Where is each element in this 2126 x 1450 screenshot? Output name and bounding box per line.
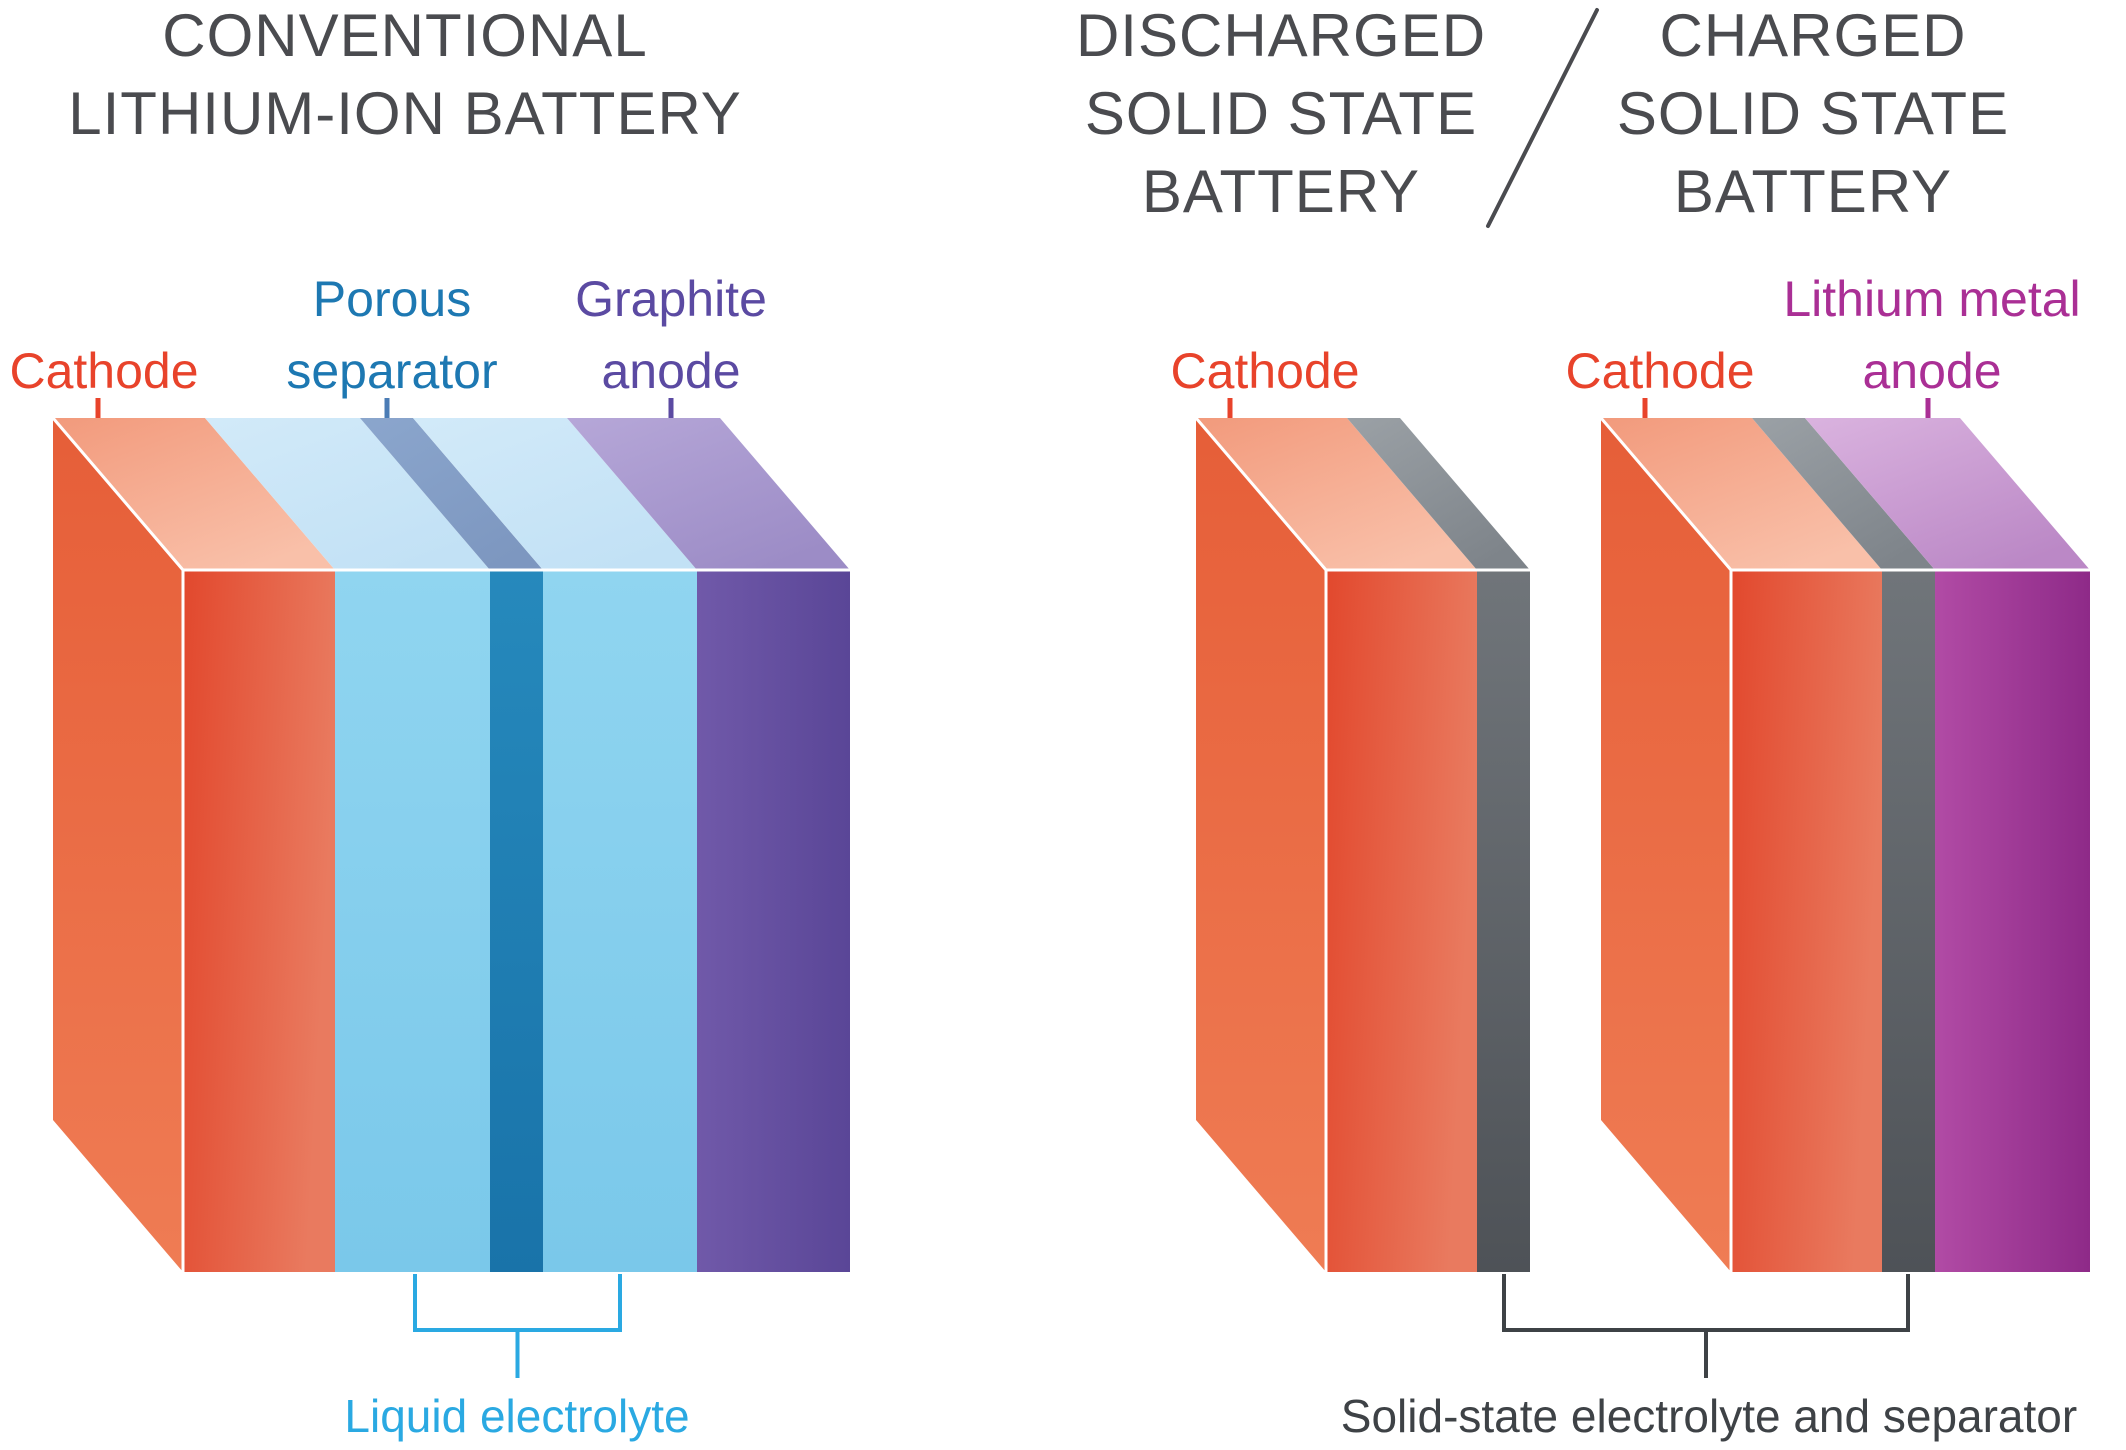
box-edge-highlight-charged [1599, 416, 2092, 1274]
label-porous-separator-line1: Porous [313, 271, 471, 327]
separator-top-face [360, 418, 543, 570]
label-cathode-left: Cathode [9, 343, 198, 399]
solid-electrolyte-bracket [1502, 1274, 1910, 1378]
anode-front-face [697, 570, 850, 1272]
solid-state-battery-diagram: Cathode Cathode Lithium metal anode [1170, 271, 2092, 1442]
title-conventional-line1: CONVENTIONAL [162, 2, 647, 69]
caption-solid-state-electrolyte: Solid-state electrolyte and separator [1341, 1390, 2077, 1442]
conventional-battery-diagram: Cathode Porous separator Graphite anode … [9, 271, 852, 1442]
electrolyte-left-top-face [205, 418, 490, 570]
title-discharged-line2: SOLID STATE [1085, 80, 1477, 147]
label-lithium-anode-line1: Lithium metal [1783, 271, 2080, 327]
charged-cathode-side-face [1601, 418, 1731, 1272]
title-discharged: DISCHARGED SOLID STATE BATTERY [1076, 2, 1486, 225]
discharged-battery-box [1194, 416, 1532, 1274]
title-charged: CHARGED SOLID STATE BATTERY [1617, 2, 2009, 225]
cathode-front-face [183, 570, 335, 1272]
liquid-electrolyte-bracket [413, 1274, 622, 1378]
title-conventional: CONVENTIONAL LITHIUM-ION BATTERY [68, 2, 742, 147]
title-divider-slash [1486, 8, 1599, 228]
title-charged-line1: CHARGED [1659, 2, 1966, 69]
label-graphite-anode-line2: anode [601, 343, 740, 399]
charged-anode-top-face [1805, 418, 2090, 570]
discharged-cathode-front-face [1326, 570, 1477, 1272]
discharged-electrolyte-top-face [1347, 418, 1530, 570]
electrolyte-right-front-face [543, 570, 697, 1272]
charged-anode-front-face [1935, 570, 2090, 1272]
label-graphite-anode-line1: Graphite [575, 271, 767, 327]
box-edge-highlight-discharged [1194, 416, 1532, 1274]
charged-cathode-top-face [1601, 418, 1882, 570]
title-discharged-line3: BATTERY [1142, 158, 1420, 225]
charged-battery-box [1599, 416, 2092, 1274]
discharged-cathode-top-face [1196, 418, 1477, 570]
box-edge-highlight-left [51, 416, 852, 1274]
label-porous-separator-line2: separator [286, 343, 497, 399]
discharged-cathode-side-face [1196, 418, 1326, 1272]
title-charged-line2: SOLID STATE [1617, 80, 2009, 147]
caption-liquid-electrolyte: Liquid electrolyte [344, 1390, 689, 1442]
charged-cathode-front-face [1731, 570, 1882, 1272]
title-conventional-line2: LITHIUM-ION BATTERY [68, 80, 742, 147]
electrolyte-right-top-face [413, 418, 697, 570]
cathode-top-face [53, 418, 335, 570]
charged-electrolyte-top-face [1752, 418, 1935, 570]
separator-front-face [490, 570, 543, 1272]
label-lithium-anode-line2: anode [1862, 343, 2001, 399]
electrolyte-left-front-face [335, 570, 490, 1272]
cathode-side-face [53, 418, 183, 1272]
label-cathode-charged: Cathode [1565, 343, 1754, 399]
charged-electrolyte-front-face [1882, 570, 1935, 1272]
anode-top-face [567, 418, 850, 570]
title-discharged-line1: DISCHARGED [1076, 2, 1486, 69]
title-charged-line3: BATTERY [1674, 158, 1952, 225]
label-cathode-discharged: Cathode [1170, 343, 1359, 399]
discharged-electrolyte-front-face [1477, 570, 1530, 1272]
